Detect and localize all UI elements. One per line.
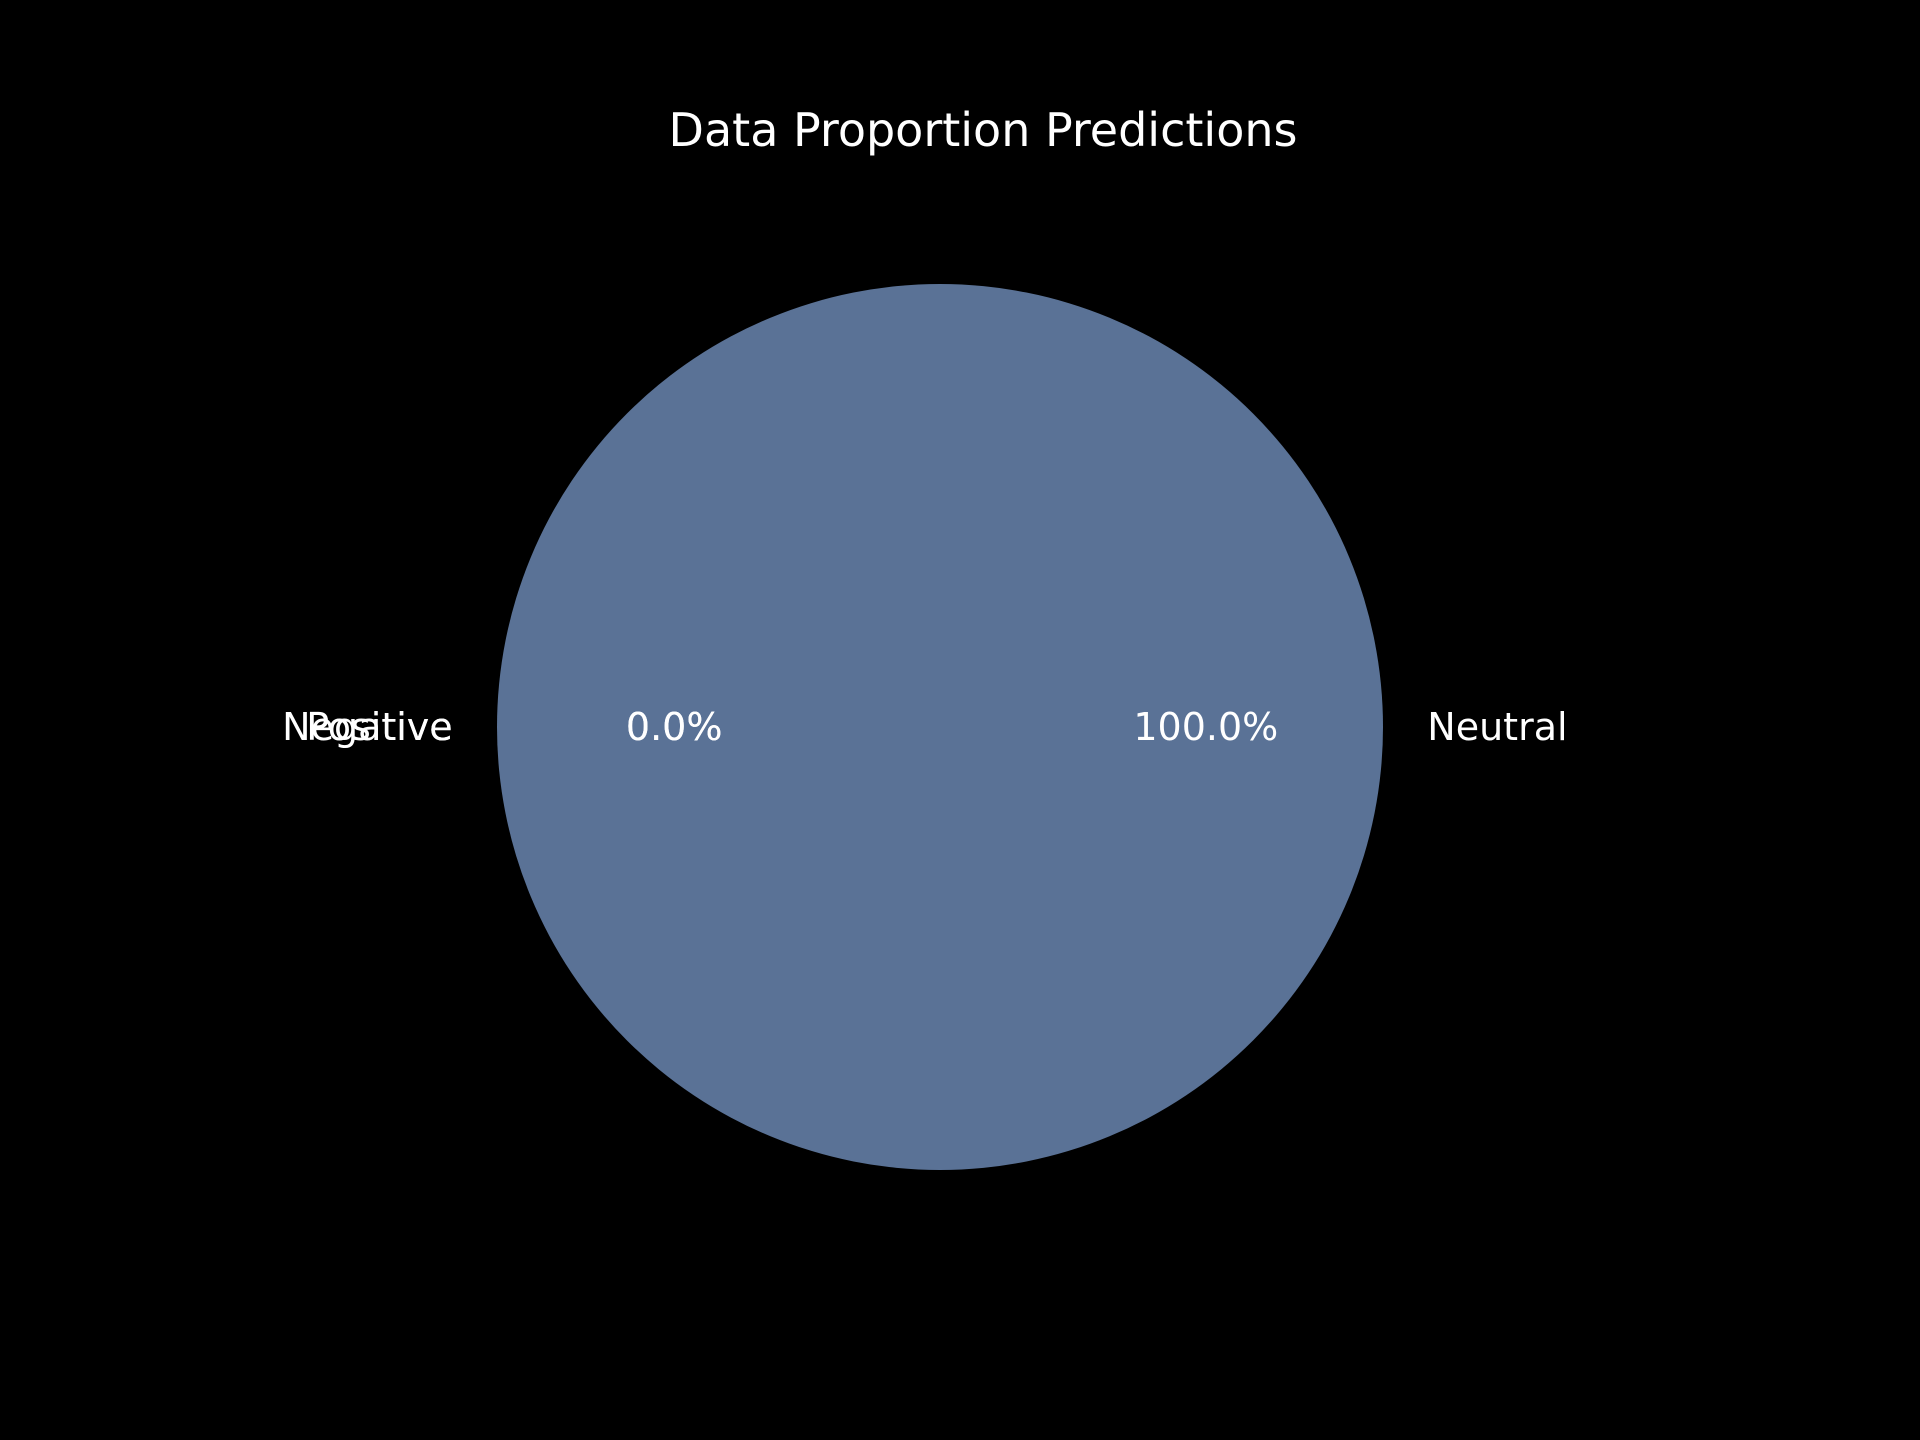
pie-percent-label-positive: 0.0% (626, 705, 723, 749)
pie-percent-label-neutral: 100.0% (1133, 705, 1278, 749)
pie-label-negative: Negative (282, 705, 453, 749)
pie-label-neutral: Neutral (1427, 705, 1567, 749)
pie-label-positive: Positive (306, 705, 453, 749)
pie-percent-label-negative: 0.0% (626, 705, 723, 749)
pie-slices (497, 284, 1383, 1170)
pie-slice-neutral (497, 284, 1383, 1170)
chart-title: Data Proportion Predictions (669, 103, 1298, 157)
